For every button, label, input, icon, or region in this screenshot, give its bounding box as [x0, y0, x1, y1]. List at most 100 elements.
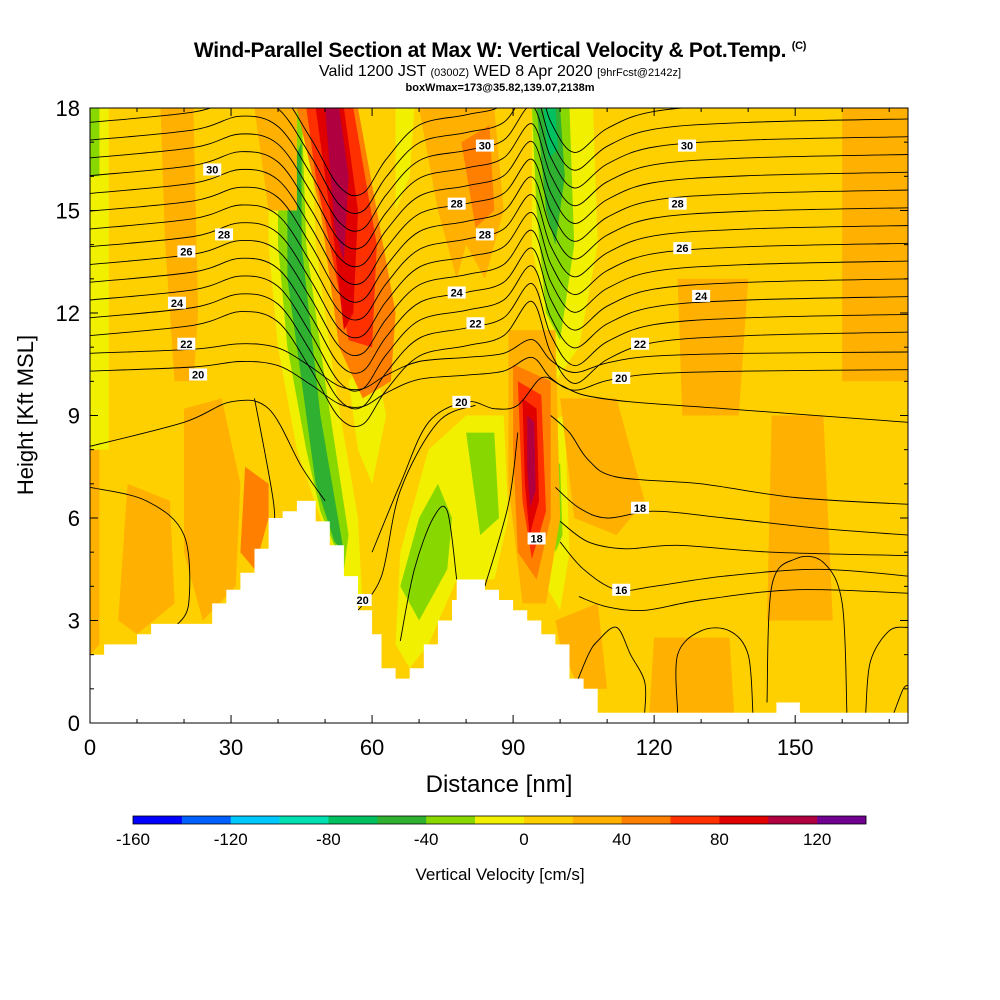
isentrope-line [90, 486, 191, 628]
isentrope-label: 18 [530, 534, 542, 546]
isentrope-label: 26 [676, 243, 688, 255]
isentrope-label-bg [452, 395, 471, 408]
isentrope-label-layer: 30 28 26 24 22 20 30 28 28 24 22 20 30 28 26 24 22 20 18 18… [167, 139, 711, 607]
y-tick-label: 3 [68, 609, 80, 634]
x-tick-label: 60 [360, 735, 384, 760]
isentrope-label-bg [353, 594, 372, 606]
isentrope-label: 22 [634, 339, 646, 351]
velocity-region [90, 108, 100, 177]
isentrope-label: 16 [615, 585, 627, 597]
colorbar-swatch [523, 816, 574, 824]
isentrope-label: 26 [180, 247, 192, 259]
colorbar: -160 -120 -80 -40 0 40 80 120 [116, 815, 867, 849]
isentrope-label-bg [466, 317, 485, 330]
colorbar-swatch [230, 816, 280, 824]
isentrope-label-bg [527, 532, 546, 545]
isentrope-label: 30 [206, 165, 218, 177]
isentrope-line [559, 541, 908, 592]
box-max-info: boxWmax=173@35.82,139.07,2138m [405, 82, 595, 94]
colorbar-swatch [279, 816, 329, 824]
isentrope-line [90, 283, 908, 410]
isentrope-label-bg [612, 371, 631, 384]
colorbar-tick-label: 0 [519, 830, 528, 849]
valid-utc: (0300Z) [430, 67, 469, 79]
isentrope-label: 20 [192, 370, 204, 382]
x-tick-label: 0 [84, 735, 96, 760]
chart-title: Wind-Parallel Section at Max W: Vertical… [193, 39, 787, 62]
x-tick-label: 120 [636, 735, 673, 760]
isentrope-line [90, 123, 908, 250]
velocity-region [555, 603, 608, 689]
colorbar-swatch [328, 816, 378, 824]
isentrope-label: 28 [479, 229, 491, 241]
isentrope-label-bg [214, 228, 233, 241]
colorbar-swatch [377, 816, 427, 824]
isentrope-line [90, 339, 908, 391]
isentrope-line [766, 555, 848, 713]
velocity-region [325, 108, 349, 262]
velocity-region [90, 108, 109, 450]
velocity-region [287, 142, 344, 553]
velocity-region [560, 398, 645, 536]
velocity-region [527, 415, 536, 508]
isentrope-line [90, 176, 908, 303]
x-tick-label: 150 [777, 735, 814, 760]
isentrope-line [550, 415, 908, 505]
isentrope-line [90, 108, 908, 214]
colorbar-tick-label: 80 [710, 830, 729, 849]
y-axis-label: Height [Kft MSL] [13, 335, 38, 495]
isentrope-line [357, 404, 476, 611]
colorbar-swatch [572, 816, 622, 824]
isentrope-line [865, 626, 908, 713]
valid-date: WED 8 Apr 2020 [473, 63, 593, 80]
y-tick-label: 12 [56, 301, 80, 326]
colorbar-swatch [670, 816, 720, 824]
velocity-region [536, 108, 565, 245]
isentrope-label: 24 [171, 298, 184, 310]
velocity-region [842, 108, 908, 382]
velocity-region [466, 432, 499, 536]
isentrope-label: 28 [672, 199, 684, 211]
isentrope-line [291, 108, 689, 197]
isentrope-label: 30 [681, 141, 693, 153]
forecast-info: [9hrFcst@2142z] [597, 67, 682, 79]
isentrope-label: 30 [479, 141, 491, 153]
velocity-region [160, 108, 199, 382]
isentrope-label-bg [177, 337, 196, 350]
colorbar-swatch [426, 816, 476, 824]
y-tick-label: 9 [68, 404, 80, 429]
isentrope-line [90, 399, 326, 502]
isentrope-label-bg [475, 139, 494, 152]
colorbar-swatch [817, 816, 867, 824]
colorbar-swatch [719, 816, 769, 824]
y-tick-label: 0 [68, 711, 80, 736]
isentrope-label-bg [692, 289, 711, 302]
isentrope-line [484, 432, 519, 587]
velocity-region [90, 449, 100, 655]
isentrope-line [90, 265, 908, 392]
isentrope-label-bg [177, 245, 196, 258]
colorbar-tick-label: 40 [612, 830, 631, 849]
isentrope-line [675, 627, 754, 713]
isentrope-label-bg [668, 197, 687, 210]
isentrope-label-bg [203, 163, 222, 176]
colorbar-tick-label: -40 [414, 830, 439, 849]
isentrope-line [90, 108, 908, 232]
isentrope-line [90, 356, 908, 408]
colorbar-swatch [181, 816, 232, 824]
velocity-region [254, 108, 297, 211]
isentrope-line [399, 505, 458, 642]
y-tick-label: 6 [68, 506, 80, 531]
velocity-region [400, 483, 452, 621]
valid-time: Valid 1200 JST [318, 63, 427, 80]
isentrope-label: 24 [451, 288, 464, 300]
isentrope-line [90, 141, 908, 268]
isentrope-label: 28 [218, 229, 230, 241]
isentrope-label: 28 [451, 199, 463, 211]
isentrope-label-bg [612, 583, 631, 596]
isentrope-label-bg [167, 296, 186, 309]
isentrope-label: 18 [634, 503, 646, 515]
isentrope-label: 22 [469, 318, 481, 330]
chart-title-line: Wind-Parallel Section at Max W: Vertical… [0, 34, 1000, 63]
